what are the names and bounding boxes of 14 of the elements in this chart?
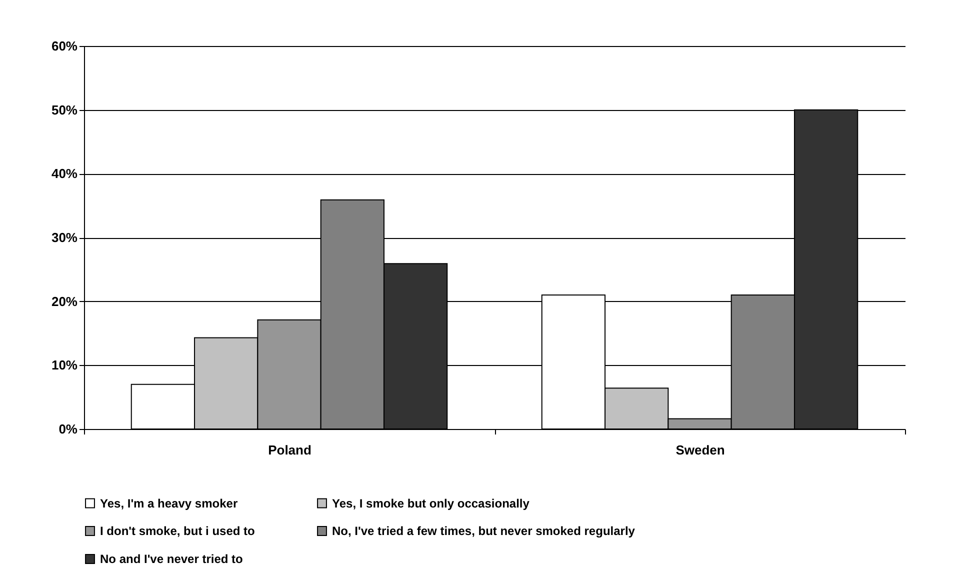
y-tick-label: 40% bbox=[51, 166, 78, 182]
y-tick-label: 60% bbox=[51, 38, 78, 54]
y-tick-label: 0% bbox=[58, 422, 78, 436]
x-tick-label: Sweden bbox=[676, 442, 725, 458]
legend-label: Yes, I smoke but only occasionally bbox=[332, 496, 530, 510]
x-tick-label: Poland bbox=[268, 442, 312, 458]
y-tick-label: 10% bbox=[51, 358, 78, 373]
legend-label: No, I've tried a few times, but never smoked regularly bbox=[332, 524, 636, 538]
y-tick-label: 30% bbox=[51, 230, 78, 245]
legend-label: Yes, I'm a heavy smoker bbox=[100, 496, 238, 510]
legend-label: No and I've never tried to bbox=[100, 552, 243, 566]
y-tick-label: 50% bbox=[51, 102, 78, 118]
y-tick-label: 20% bbox=[51, 294, 78, 309]
legend-label: I don't smoke, but i used to bbox=[100, 524, 255, 538]
